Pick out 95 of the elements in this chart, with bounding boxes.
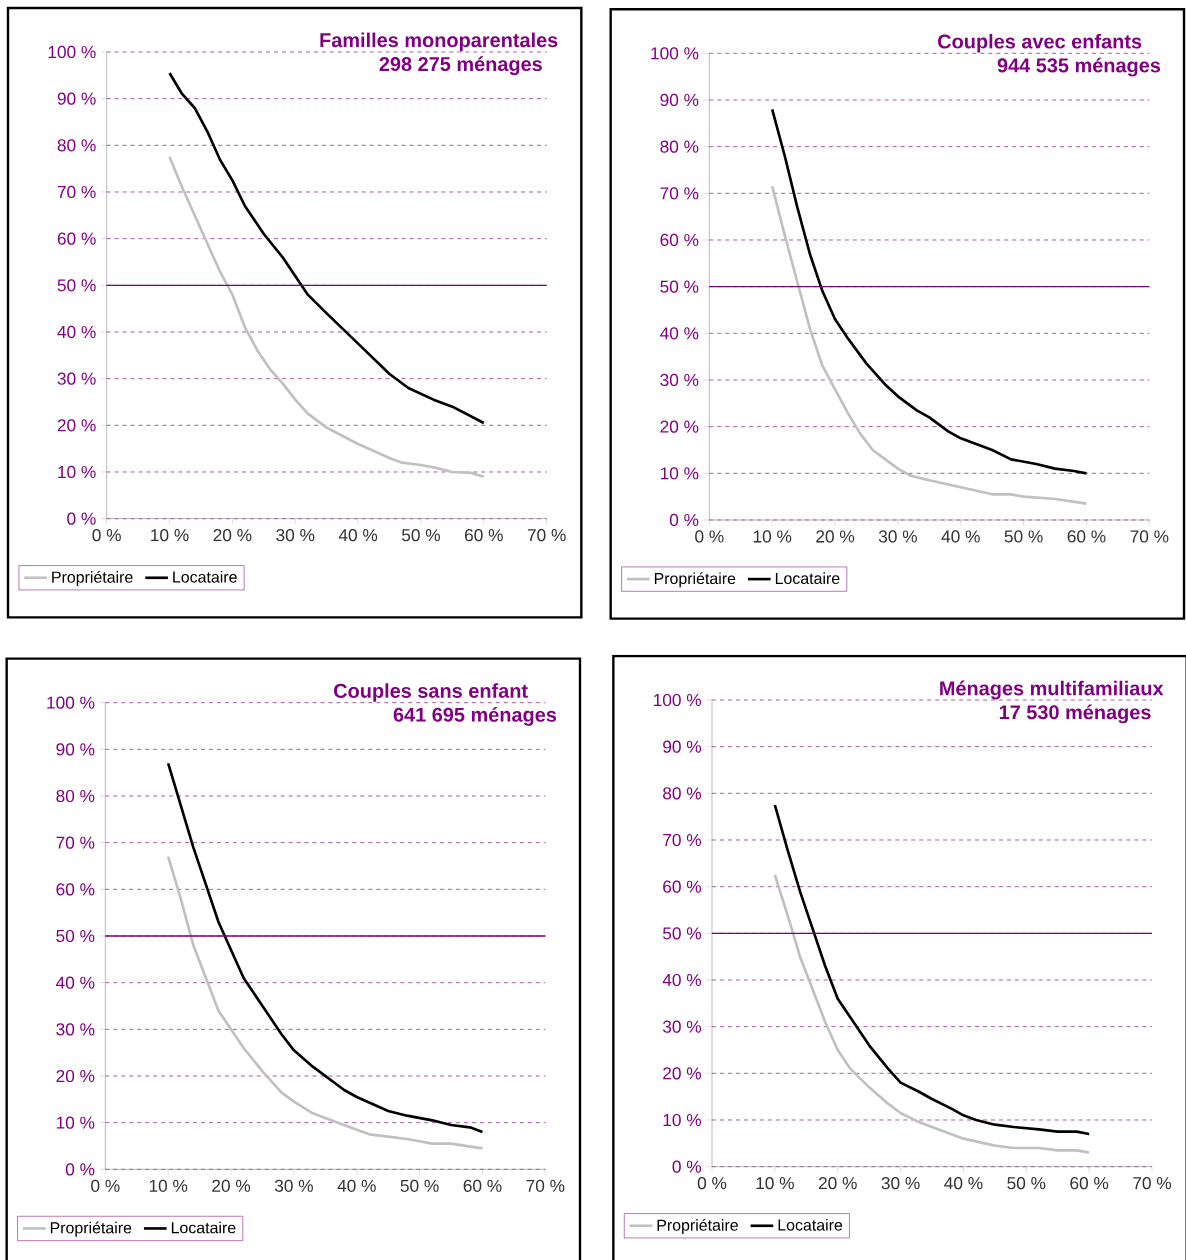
y-tick-label: 20 %	[57, 419, 96, 432]
y-tick-label: 10 %	[660, 467, 699, 480]
legend-label: Propriétaire	[657, 1218, 738, 1234]
x-tick-label: 30 %	[878, 530, 917, 543]
x-tick-label: 70 %	[1130, 530, 1169, 543]
y-tick-label: 80 %	[57, 139, 96, 152]
x-tick-label: 10 %	[149, 1179, 188, 1192]
chart-subtitle: 298 275 ménages	[379, 56, 542, 76]
chart-subtitle: 641 695 ménages	[393, 707, 557, 726]
x-tick-label: 20 %	[818, 1177, 857, 1190]
y-tick-label: 70 %	[57, 185, 96, 199]
x-tick-label: 20 %	[212, 1179, 251, 1192]
y-tick-label: 90 %	[57, 92, 96, 105]
x-tick-label: 40 %	[338, 529, 378, 542]
x-tick-label: 60 %	[463, 1179, 502, 1192]
y-tick-label: 70 %	[663, 833, 702, 847]
y-tick-label: 30 %	[662, 1020, 702, 1033]
chart-title: Couples avec enfants	[938, 33, 1142, 53]
x-tick-label: 50 %	[1007, 1177, 1046, 1190]
x-tick-label: 20 %	[816, 530, 855, 543]
y-tick-label: 40 %	[662, 973, 702, 987]
line-series	[773, 803, 1091, 1136]
legend-label: Locataire	[778, 1219, 843, 1231]
y-tick-label: 80 %	[56, 789, 95, 803]
y-tick-label: 30 %	[57, 372, 96, 385]
x-tick-label: 70 %	[527, 529, 566, 542]
line-series	[770, 107, 1088, 475]
x-tick-label: 70 %	[1133, 1177, 1172, 1190]
y-tick-label: 50 %	[57, 279, 96, 292]
x-tick-label: 30 %	[276, 529, 315, 542]
x-tick-label: 50 %	[400, 1179, 439, 1192]
x-tick-label: 70 %	[526, 1179, 565, 1192]
x-tick-label: 40 %	[337, 1179, 376, 1192]
chart-title: Couples sans enfant	[334, 683, 528, 702]
y-tick-label: 0 %	[672, 1160, 702, 1173]
y-tick-label: 20 %	[660, 420, 699, 433]
x-tick-label: 0 %	[695, 530, 724, 543]
x-tick-label: 10 %	[753, 530, 792, 543]
line-series	[773, 873, 1091, 1154]
y-tick-label: 40 %	[57, 325, 96, 339]
y-tick-label: 10 %	[56, 1116, 95, 1129]
y-tick-label: 90 %	[663, 740, 702, 753]
y-tick-label: 0 %	[669, 513, 699, 527]
chart-title: Ménages multifamiliaux	[940, 680, 1164, 700]
x-tick-label: 40 %	[944, 1177, 983, 1190]
legend-label: Propriétaire	[52, 570, 133, 586]
y-tick-label: 100 %	[653, 693, 702, 707]
chart-subtitle: 17 530 ménages	[999, 704, 1151, 724]
y-tick-label: 60 %	[663, 880, 702, 893]
x-tick-label: 40 %	[941, 530, 980, 543]
y-tick-label: 70 %	[660, 187, 699, 200]
y-tick-label: 50 %	[660, 280, 699, 293]
y-tick-label: 20 %	[663, 1067, 702, 1080]
y-tick-label: 50 %	[662, 927, 702, 940]
x-tick-label: 50 %	[401, 529, 441, 542]
y-tick-label: 60 %	[56, 883, 95, 896]
y-tick-label: 60 %	[57, 232, 96, 245]
y-tick-label: 0 %	[67, 512, 96, 525]
x-tick-label: 30 %	[274, 1179, 313, 1192]
y-tick-label: 100 %	[47, 696, 95, 709]
y-tick-label: 10 %	[58, 465, 96, 479]
legend-label: Locataire	[171, 1221, 236, 1234]
legend-label: Propriétaire	[654, 572, 736, 588]
y-tick-label: 20 %	[56, 1069, 95, 1083]
x-tick-label: 10 %	[151, 529, 189, 542]
chart-title: Familles monoparentales	[320, 32, 558, 52]
x-tick-label: 50 %	[1004, 530, 1043, 543]
y-tick-label: 40 %	[56, 976, 95, 989]
y-tick-label: 90 %	[660, 93, 699, 107]
chart-subtitle: 944 535 ménages	[997, 57, 1161, 77]
x-tick-label: 20 %	[213, 529, 252, 542]
x-tick-label: 0 %	[92, 529, 121, 542]
x-tick-label: 60 %	[465, 529, 503, 542]
y-tick-label: 30 %	[56, 1023, 95, 1036]
legend-label: Propriétaire	[50, 1221, 132, 1237]
x-tick-label: 0 %	[697, 1177, 727, 1190]
y-tick-label: 80 %	[663, 787, 702, 800]
legend-label: Locataire	[775, 572, 840, 585]
y-tick-label: 100 %	[651, 47, 699, 60]
y-tick-label: 60 %	[660, 233, 699, 247]
y-tick-label: 30 %	[660, 373, 699, 387]
y-tick-label: 40 %	[660, 327, 699, 340]
y-tick-label: 90 %	[56, 743, 95, 756]
y-tick-label: 80 %	[660, 140, 699, 153]
y-tick-label: 0 %	[65, 1163, 95, 1176]
x-tick-label: 30 %	[881, 1177, 920, 1190]
y-tick-label: 50 %	[56, 929, 95, 943]
x-tick-label: 10 %	[756, 1177, 794, 1190]
x-tick-label: 0 %	[91, 1179, 120, 1192]
y-tick-label: 100 %	[48, 45, 96, 59]
x-tick-label: 60 %	[1070, 1177, 1109, 1190]
y-tick-label: 70 %	[56, 836, 95, 849]
legend-label: Locataire	[173, 571, 237, 583]
x-tick-label: 60 %	[1067, 530, 1106, 543]
y-tick-label: 10 %	[663, 1113, 702, 1127]
